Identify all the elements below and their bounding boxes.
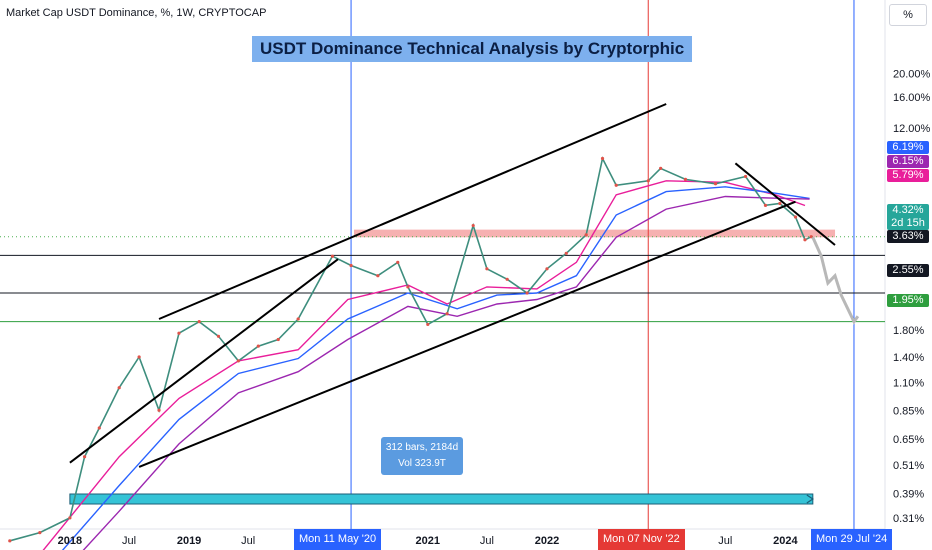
channel-upper bbox=[158, 103, 667, 320]
price-point-20 bbox=[426, 322, 430, 327]
price-point-40 bbox=[809, 235, 813, 239]
price-point-16 bbox=[349, 263, 353, 268]
price-point-23 bbox=[485, 267, 489, 271]
price-point-29 bbox=[600, 156, 605, 161]
x-tick-label-6: 2022 bbox=[535, 535, 559, 547]
price-point-11 bbox=[236, 359, 240, 363]
price-point-6 bbox=[137, 355, 141, 359]
price-point-30 bbox=[614, 183, 618, 187]
y-tick-label-9: 0.85% bbox=[893, 405, 924, 417]
measure-volume-label: Vol 323.9T bbox=[398, 458, 446, 469]
x-tick-label-2: 2019 bbox=[177, 535, 201, 547]
date-range-arrow bbox=[806, 494, 814, 504]
price-point-34 bbox=[713, 182, 718, 186]
price-point-19 bbox=[406, 285, 410, 289]
y-tick-label-2: 12.00% bbox=[893, 123, 931, 135]
x-tick-label-1: Jul bbox=[122, 535, 136, 547]
y-tick-label-7: 1.40% bbox=[893, 352, 924, 364]
price-point-4 bbox=[97, 426, 101, 430]
x-tick-label-9: 2024 bbox=[773, 535, 798, 547]
price-point-3 bbox=[82, 455, 87, 459]
price-point-13 bbox=[276, 337, 280, 342]
price-point-35 bbox=[743, 174, 748, 179]
price-point-17 bbox=[376, 274, 380, 278]
measure-tooltip: 312 bars, 2184d Vol 323.9T bbox=[381, 437, 463, 475]
resistance-zone bbox=[354, 229, 836, 238]
y-tick-label-11: 0.51% bbox=[893, 460, 924, 472]
trendlines-layer bbox=[69, 103, 836, 468]
moving-average-2 bbox=[82, 195, 810, 550]
date-range-layer bbox=[69, 493, 814, 505]
price-point-32 bbox=[659, 166, 663, 170]
time-tag-nov-2022: Mon 07 Nov '22 bbox=[598, 529, 685, 550]
x-tick-label-0: 2018 bbox=[58, 535, 82, 547]
price-point-27 bbox=[564, 251, 568, 255]
channel-mid bbox=[69, 258, 339, 464]
price-point-0 bbox=[8, 539, 12, 543]
price-point-10 bbox=[216, 334, 221, 338]
price-point-24 bbox=[505, 277, 509, 281]
price-point-18 bbox=[396, 260, 400, 264]
price-point-21 bbox=[445, 312, 449, 316]
price-point-14 bbox=[296, 317, 300, 321]
price-point-36 bbox=[763, 203, 768, 207]
price-point-9 bbox=[197, 320, 201, 324]
price-point-38 bbox=[793, 215, 798, 219]
price-tag-ma-blue: 6.19% bbox=[887, 141, 929, 154]
price-point-39 bbox=[803, 238, 807, 242]
time-tag-jul-2024: Mon 29 Jul '24 bbox=[811, 529, 893, 550]
y-tick-label-10: 0.65% bbox=[893, 434, 924, 446]
price-point-8 bbox=[177, 331, 181, 335]
x-tick-label-5: Jul bbox=[480, 535, 494, 547]
y-tick-label-13: 0.31% bbox=[893, 513, 924, 525]
price-tag-countdown: 2d 15h bbox=[887, 217, 929, 230]
chart-title: USDT Dominance Technical Analysis by Cry… bbox=[252, 36, 693, 62]
price-point-5 bbox=[117, 386, 121, 390]
y-tick-label-8: 1.10% bbox=[893, 378, 924, 390]
price-tag-ma-pink: 5.79% bbox=[887, 169, 929, 182]
symbol-header[interactable]: Market Cap USDT Dominance, %, 1W, CRYPTO… bbox=[6, 7, 267, 19]
x-tick-label-4: 2021 bbox=[416, 535, 440, 547]
x-tick-labels: 2018Jul2019Jul2021Jul2022JulJul2024 bbox=[58, 535, 799, 547]
price-point-15 bbox=[330, 254, 335, 258]
price-point-26 bbox=[545, 267, 549, 271]
y-tick-label-0: 20.00% bbox=[893, 68, 931, 80]
price-point-1 bbox=[38, 531, 42, 535]
time-tag-may-2020: Mon 11 May '20 bbox=[294, 529, 382, 550]
price-point-28 bbox=[584, 233, 588, 237]
channel-lower bbox=[138, 200, 796, 468]
price-point-7 bbox=[157, 408, 161, 412]
price-point-33 bbox=[683, 177, 688, 181]
x-tick-label-3: Jul bbox=[241, 535, 255, 547]
price-tag-level-255: 2.55% bbox=[887, 264, 929, 277]
x-tick-label-8: Jul bbox=[718, 535, 732, 547]
price-series-layer bbox=[8, 156, 860, 543]
price-point-12 bbox=[256, 344, 260, 348]
price-point-22 bbox=[471, 223, 475, 228]
date-range-bar bbox=[69, 493, 814, 505]
projection-line bbox=[811, 236, 860, 325]
y-tick-label-6: 1.80% bbox=[893, 325, 924, 337]
y-tick-label-1: 16.00% bbox=[893, 92, 931, 104]
price-tag-level-363: 3.63% bbox=[887, 230, 929, 243]
y-tick-label-12: 0.39% bbox=[893, 488, 924, 500]
price-point-2 bbox=[68, 516, 72, 520]
price-tag-last: 4.32% bbox=[887, 204, 929, 217]
zones-layer bbox=[354, 229, 836, 238]
price-tag-level-195: 1.95% bbox=[887, 294, 929, 307]
descending-resistance bbox=[734, 162, 836, 246]
moving-average-1 bbox=[61, 186, 810, 550]
unit-button[interactable]: % bbox=[889, 4, 927, 26]
price-tag-ma-purple: 6.15% bbox=[887, 155, 929, 168]
price-line bbox=[9, 156, 812, 542]
price-point-37 bbox=[778, 201, 782, 206]
price-point-25 bbox=[525, 291, 529, 295]
horizontal-lines-layer bbox=[0, 236, 885, 323]
price-point-31 bbox=[646, 179, 650, 183]
measure-bars-label: 312 bars, 2184d bbox=[385, 442, 459, 453]
